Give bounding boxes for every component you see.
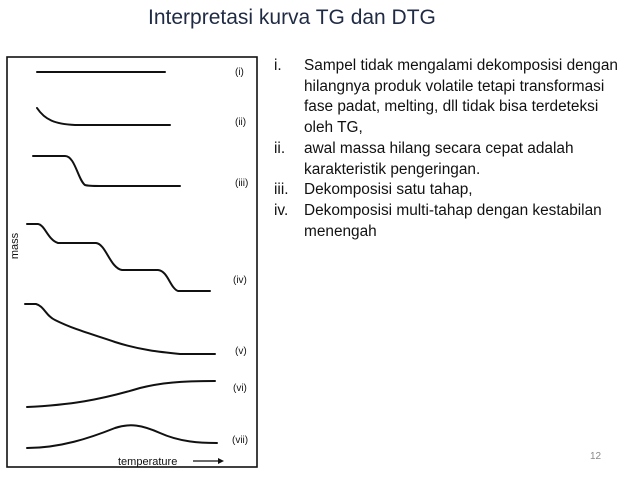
note-item: i. Sampel tidak mengalami dekomposisi de…	[274, 56, 624, 139]
note-marker: ii.	[274, 139, 286, 157]
slide-title: Interpretasi kurva TG dan DTG	[148, 6, 436, 29]
curve-label-v: (v)	[235, 346, 247, 357]
curve-vi	[26, 380, 216, 408]
x-axis-label: temperature	[118, 456, 177, 468]
curve-label-ii: (ii)	[235, 117, 246, 128]
curve-label-iv: (iv)	[233, 275, 247, 286]
interpretation-list: i. Sampel tidak mengalami dekomposisi de…	[274, 56, 624, 242]
curve-label-i: (i)	[235, 67, 244, 78]
tg-curves-svg: (i) (ii) (iii) (iv) (v) (vi) (vii) mass …	[6, 56, 258, 468]
curve-label-vi: (vi)	[233, 383, 247, 394]
curve-label-iii: (iii)	[235, 178, 248, 189]
figure-frame	[6, 56, 258, 468]
note-item: iv. Dekomposisi multi-tahap dengan kesta…	[274, 201, 624, 242]
curve-vii	[26, 424, 218, 449]
note-text: Dekomposisi satu tahap,	[304, 181, 473, 199]
x-axis-arrow-icon	[193, 458, 224, 464]
tg-curves-figure: (i) (ii) (iii) (iv) (v) (vi) (vii) mass …	[0, 50, 270, 478]
note-marker: i.	[274, 57, 282, 74]
note-item: ii. awal massa hilang secara cepat adala…	[274, 139, 624, 180]
note-text: Dekomposisi multi-tahap dengan kestabila…	[304, 201, 602, 240]
curve-iv	[26, 223, 211, 292]
note-marker: iii.	[274, 181, 289, 199]
curve-iii	[32, 155, 181, 187]
curve-label-vii: (vii)	[232, 435, 248, 446]
page-number: 12	[590, 451, 602, 462]
note-text: Sampel tidak mengalami dekomposisi denga…	[304, 57, 618, 137]
y-axis-label: mass	[9, 232, 21, 259]
note-text: awal massa hilang secara cepat adalah ka…	[304, 139, 574, 178]
curve-ii	[36, 107, 171, 126]
note-marker: iv.	[274, 201, 289, 219]
note-item: iii. Dekomposisi satu tahap,	[274, 180, 624, 201]
curve-v	[24, 303, 216, 355]
